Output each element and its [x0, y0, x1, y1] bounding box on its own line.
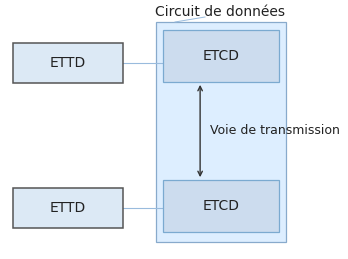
- Text: ETCD: ETCD: [203, 199, 239, 213]
- Bar: [13, 43, 123, 83]
- Text: ETTD: ETTD: [50, 56, 86, 70]
- Text: Voie de transmission: Voie de transmission: [210, 125, 340, 138]
- Bar: [13, 188, 123, 228]
- Text: Circuit de données: Circuit de données: [155, 5, 285, 19]
- Bar: [163, 30, 279, 82]
- Text: ETCD: ETCD: [203, 49, 239, 63]
- Bar: [163, 180, 279, 232]
- Text: ETTD: ETTD: [50, 201, 86, 215]
- Bar: [156, 22, 286, 242]
